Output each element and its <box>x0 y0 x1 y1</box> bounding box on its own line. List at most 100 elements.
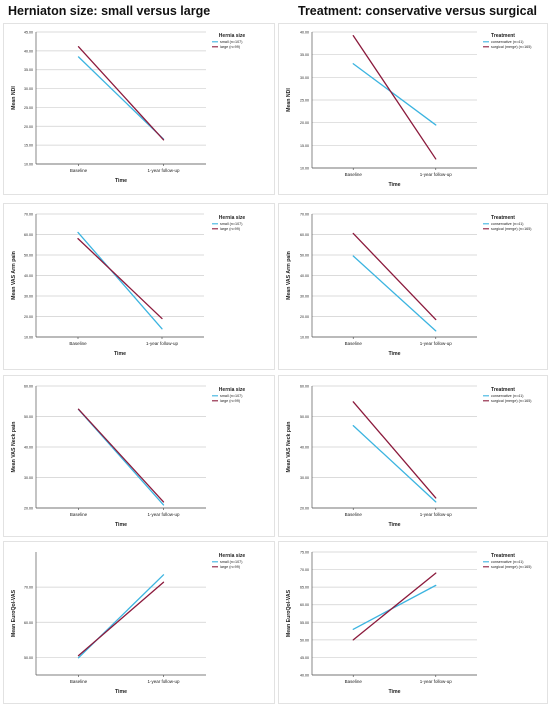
y-tick-label: 40.00 <box>300 31 309 35</box>
legend-entry: large (n=99) <box>220 565 240 569</box>
y-tick-label: 15.00 <box>24 144 33 148</box>
legend-title: Treatment <box>491 33 515 39</box>
line-chart: 10.00 15.00 20.00 25.00 30.00 35.00 40.00 Basel… <box>286 31 531 189</box>
line-chart: 10.00 15.00 20.00 25.00 30.00 35.00 40.00 45.00… <box>11 31 245 185</box>
y-tick-label: 40.00 <box>24 446 33 450</box>
y-tick-label: 45.00 <box>300 656 309 660</box>
x-axis-label: Time <box>388 689 400 695</box>
x-tick-label: 1-year follow-up <box>147 512 180 517</box>
y-axis-label: Mean VAS Neck pain <box>11 422 17 473</box>
x-tick-label: 1-year follow-up <box>420 172 453 177</box>
legend-entry: conservative (n=41) <box>491 222 524 226</box>
chart-panel: 10.00 20.00 30.00 40.00 50.00 60.00 70.00 Basel… <box>3 203 275 370</box>
y-tick-label: 10.00 <box>24 163 33 167</box>
y-tick-label: 75.00 <box>300 551 309 555</box>
legend-entry: small (n=107) <box>220 222 242 226</box>
y-tick-label: 10.00 <box>300 336 309 340</box>
left-column-title: Herniaton size: small versus large <box>8 4 211 18</box>
series-line-a <box>77 56 165 140</box>
chart-panel: 10.00 20.00 30.00 40.00 50.00 60.00 70.00 Basel… <box>278 203 548 370</box>
y-tick-label: 35.00 <box>300 53 309 57</box>
y-tick-label: 50.00 <box>300 254 309 258</box>
y-tick-label: 20.00 <box>24 507 33 511</box>
y-tick-label: 20.00 <box>300 315 309 319</box>
y-tick-label: 40.00 <box>300 274 309 278</box>
x-tick-label: 1-year follow-up <box>146 341 179 346</box>
x-tick-label: 1-year follow-up <box>147 679 180 684</box>
right-column-title: Treatment: conservative versus surgical <box>298 4 538 18</box>
y-tick-label: 20.00 <box>300 507 309 511</box>
y-tick-label: 50.00 <box>300 638 309 642</box>
y-tick-label: 20.00 <box>24 125 33 129</box>
line-chart: 10.00 20.00 30.00 40.00 50.00 60.00 70.00 Basel… <box>286 213 531 358</box>
y-tick-label: 20.00 <box>24 315 33 319</box>
x-tick-label: Baseline <box>345 341 363 346</box>
y-tick-label: 70.00 <box>24 213 33 217</box>
legend-entry: conservative (n=41) <box>491 560 524 564</box>
y-tick-label: 60.00 <box>24 385 33 389</box>
y-axis-label: Mean EuroQol-VAS <box>11 589 17 637</box>
y-tick-label: 15.00 <box>300 144 309 148</box>
y-tick-label: 30.00 <box>24 295 33 299</box>
y-tick-label: 40.00 <box>300 446 309 450</box>
y-tick-label: 30.00 <box>24 87 33 91</box>
y-axis-label: Mean NDI <box>11 86 17 110</box>
y-tick-label: 50.00 <box>300 415 309 419</box>
y-tick-label: 30.00 <box>24 476 33 480</box>
legend-title: Hernia size <box>219 215 246 221</box>
y-tick-label: 40.00 <box>24 274 33 278</box>
line-chart: 20.00 30.00 40.00 50.00 60.00 Baseline 1-year … <box>286 385 531 529</box>
legend-entry: small (n=107) <box>220 394 242 398</box>
y-axis-label: Mean VAS Arm pain <box>11 251 17 300</box>
y-tick-label: 70.00 <box>24 586 33 590</box>
series-line-a <box>352 63 437 126</box>
series-line-b <box>352 401 437 499</box>
y-tick-label: 50.00 <box>24 254 33 258</box>
x-tick-label: Baseline <box>345 679 363 684</box>
series-line-a <box>352 255 437 332</box>
legend-entry: large (n=99) <box>220 45 240 49</box>
x-axis-label: Time <box>115 178 127 184</box>
y-tick-label: 20.00 <box>300 121 309 125</box>
y-axis-label: Mean VAS Arm pain <box>286 251 292 300</box>
chart-panel: 10.00 15.00 20.00 25.00 30.00 35.00 40.00 45.00… <box>3 23 275 195</box>
line-chart: 10.00 20.00 30.00 40.00 50.00 60.00 70.00 Basel… <box>11 213 246 358</box>
x-axis-label: Time <box>115 522 127 528</box>
legend-title: Treatment <box>491 387 515 393</box>
y-tick-label: 30.00 <box>300 476 309 480</box>
y-axis-label: Mean VAS Neck pain <box>286 422 292 473</box>
x-tick-label: Baseline <box>69 341 87 346</box>
y-tick-label: 25.00 <box>300 99 309 103</box>
legend-entry: conservative (n=41) <box>491 40 524 44</box>
x-tick-label: 1-year follow-up <box>147 168 180 173</box>
y-tick-label: 70.00 <box>300 568 309 572</box>
x-tick-label: Baseline <box>345 512 363 517</box>
y-tick-label: 30.00 <box>300 295 309 299</box>
series-line-b <box>77 408 165 503</box>
series-line-b <box>352 232 437 321</box>
line-chart: 20.00 30.00 40.00 50.00 60.00 Baseline 1-year … <box>11 385 246 529</box>
series-line-a <box>77 231 163 330</box>
x-axis-label: Time <box>388 522 400 528</box>
legend-title: Hernia size <box>219 33 246 39</box>
y-tick-label: 10.00 <box>24 336 33 340</box>
legend-title: Hernia size <box>219 387 246 393</box>
y-axis-label: Mean NDI <box>286 88 292 112</box>
line-chart: 40.00 45.00 50.00 55.00 60.00 65.00 70.00 75.00… <box>286 551 531 696</box>
legend-entry: small (n=107) <box>220 40 242 44</box>
series-line-b <box>77 46 165 141</box>
y-tick-label: 40.00 <box>300 674 309 678</box>
legend-entry: conservative (n=41) <box>491 394 524 398</box>
y-tick-label: 70.00 <box>300 213 309 217</box>
legend-entry: surgical (merge) (n=165) <box>491 565 531 569</box>
chart-panel: 10.00 15.00 20.00 25.00 30.00 35.00 40.00 Basel… <box>278 23 548 195</box>
x-tick-label: Baseline <box>70 512 88 517</box>
y-tick-label: 50.00 <box>24 415 33 419</box>
chart-panel: 20.00 30.00 40.00 50.00 60.00 Baseline 1-year … <box>3 375 275 537</box>
y-tick-label: 10.00 <box>300 167 309 171</box>
line-chart: 50.00 60.00 70.00 Baseline 1-year follow-up T… <box>11 552 245 695</box>
